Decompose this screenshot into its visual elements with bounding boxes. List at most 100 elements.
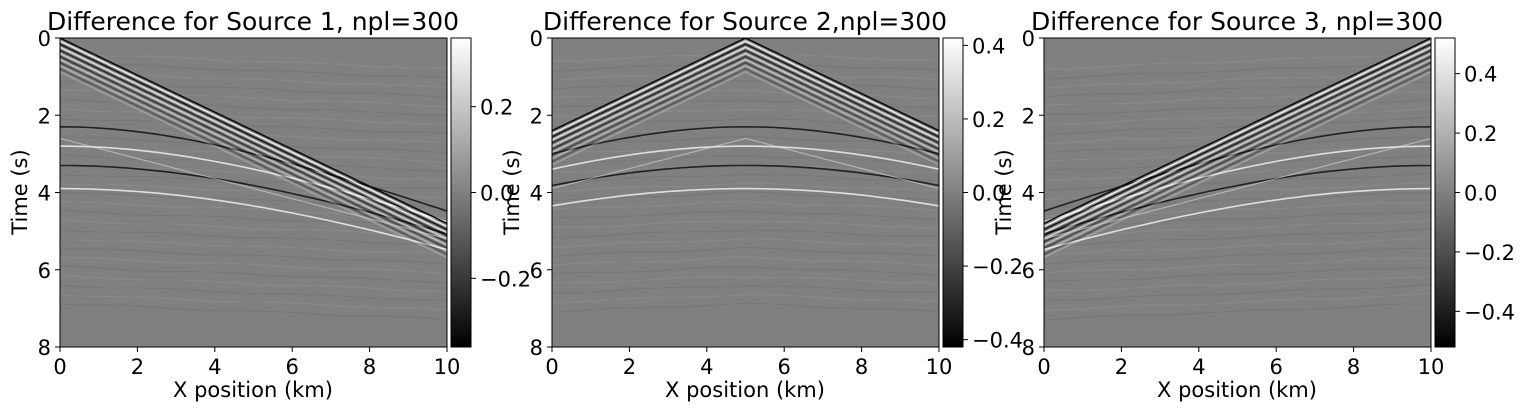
seismic-event (1044, 71, 1431, 259)
seismic-event (552, 46, 939, 141)
seismic-event (60, 55, 447, 243)
seismic-event (1044, 266, 1431, 283)
seismic-event (60, 65, 447, 252)
y-tick-label: 0 (38, 27, 51, 51)
seismic-event (552, 187, 939, 207)
seismic-event (60, 52, 447, 69)
seismic-event (60, 40, 447, 228)
seismic-event (552, 70, 939, 81)
seismic-event (60, 229, 447, 245)
seismic-event (1044, 107, 1431, 125)
seismic-event (60, 154, 447, 172)
seismic-event (60, 209, 447, 228)
seismic-event (552, 285, 939, 294)
seismic-event (1044, 126, 1431, 212)
x-tick-label: 4 (208, 355, 221, 379)
x-axis-ticks: 0 2 4 6 8 10 (1037, 347, 1444, 379)
seismogram-image (1044, 38, 1431, 347)
seismic-event (552, 200, 939, 211)
seismic-event (1044, 61, 1431, 80)
colorbar-tick-label: 0.4 (972, 34, 1005, 58)
x-tick-label: 10 (926, 355, 953, 379)
seismic-event (60, 38, 447, 225)
seismic-event (60, 108, 447, 125)
seismic-event (552, 275, 939, 285)
x-axis-label: X position (km) (665, 378, 825, 402)
seismic-event (1044, 99, 1431, 116)
panel-source-3: Difference for Source 3, npl=300 0 2 4 6 8 10… (992, 7, 1515, 402)
y-tick-label: 4 (1022, 182, 1035, 206)
seismic-event (60, 118, 447, 134)
seismic-event (60, 239, 447, 255)
seismic-event (1044, 293, 1431, 312)
seismic-event (552, 117, 939, 128)
y-tick-label: 8 (38, 336, 51, 360)
seismic-event (1044, 228, 1431, 246)
seismic-event (60, 187, 447, 251)
seismic-event (60, 58, 447, 246)
seismic-event (60, 68, 447, 256)
y-axis-label: Time (s) (992, 149, 1016, 235)
colorbar-ticks: 0.2 0.0 −0.2 (471, 96, 531, 291)
panel-title: Difference for Source 2,npl=300 (543, 7, 947, 36)
x-tick-label: 0 (53, 355, 66, 379)
seismic-event (60, 303, 447, 320)
seismic-event (552, 266, 939, 276)
seismic-event (1044, 247, 1431, 265)
y-tick-label: 4 (530, 182, 543, 206)
colorbar-tick-label: 0.4 (1464, 63, 1497, 87)
x-tick-label: 4 (700, 355, 713, 379)
seismic-event (1044, 46, 1431, 234)
seismic-event (60, 256, 447, 275)
seismic-event (552, 40, 939, 135)
colorbar-tick-label: 0.0 (480, 182, 513, 206)
x-tick-label: 8 (855, 355, 868, 379)
seismic-event (1044, 61, 1431, 249)
seismic-event (552, 49, 939, 144)
seismic-event (60, 164, 447, 235)
x-tick-label: 4 (1192, 355, 1205, 379)
panel-title: Difference for Source 1, npl=300 (47, 7, 459, 36)
seismic-event (552, 68, 939, 163)
colorbar-tick-label: 0.2 (972, 108, 1005, 132)
seismic-event (60, 71, 447, 259)
x-tick-label: 10 (434, 355, 461, 379)
panel-title: Difference for Source 3, npl=300 (1031, 7, 1443, 36)
seismic-event (1044, 187, 1431, 251)
seismic-event (1044, 303, 1431, 321)
seismic-event (60, 98, 447, 116)
seismic-event (60, 43, 447, 231)
seismic-event (1044, 52, 1431, 70)
y-tick-label: 2 (530, 104, 543, 128)
seismic-event (1044, 43, 1431, 231)
y-tick-label: 0 (1022, 27, 1035, 51)
x-tick-label: 8 (1347, 355, 1360, 379)
seismic-event (1044, 58, 1431, 246)
x-tick-label: 6 (286, 355, 299, 379)
x-tick-label: 2 (1115, 355, 1128, 379)
seismic-event (1044, 237, 1431, 256)
seismic-event (552, 256, 939, 267)
seismic-event (1044, 81, 1431, 98)
seismic-event (552, 71, 939, 166)
seismic-event (552, 173, 939, 183)
seismic-event (552, 135, 939, 146)
seismic-event (552, 182, 939, 193)
seismic-event (60, 52, 447, 240)
seismic-event (552, 164, 939, 187)
seismic-event (552, 210, 939, 220)
seismic-event (1044, 210, 1431, 227)
y-axis-ticks: 0 2 4 6 8 (38, 27, 60, 360)
x-tick-label: 6 (778, 355, 791, 379)
seismic-event (60, 89, 447, 108)
seismic-event (1044, 201, 1431, 218)
seismic-event (552, 62, 939, 72)
seismic-event (552, 246, 939, 258)
seismic-event (552, 302, 939, 313)
seismic-event (1044, 52, 1431, 240)
x-axis-label: X position (km) (1157, 378, 1317, 402)
seismic-event (60, 126, 447, 212)
seismic-event (552, 238, 939, 248)
seismic-event (60, 62, 447, 79)
